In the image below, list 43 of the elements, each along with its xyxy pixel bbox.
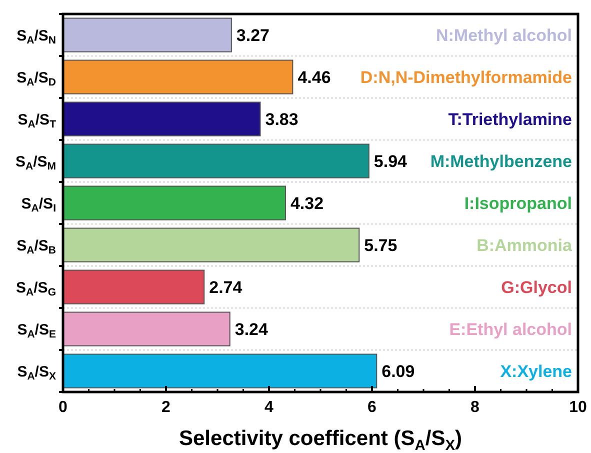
x-tick-label: 0 — [58, 399, 68, 416]
data-label: 6.09 — [382, 362, 415, 381]
data-label: 3.24 — [234, 320, 268, 339]
data-label: 2.74 — [209, 278, 243, 297]
annotation: T:Triethylamine — [448, 110, 572, 129]
bar — [62, 354, 378, 388]
y-tick-label: S$_{A}$/S$_{D}$ — [16, 69, 56, 89]
data-label: 5.75 — [364, 236, 398, 255]
annotation: B:Ammonia — [476, 236, 573, 255]
y-tick-label: S$_{A}$/S$_{M}$ — [15, 153, 56, 173]
annotation: N:Methyl alcohol — [436, 26, 572, 45]
x-axis-title: Selectivity coefficent (S$_{A}$/S$_{X}$) — [179, 427, 462, 453]
x-tick-label: 2 — [162, 399, 171, 416]
y-tick-label: S$_{A}$/S$_{G}$ — [16, 279, 56, 299]
y-tick-label: S$_{A}$/S$_{E}$ — [17, 321, 56, 341]
annotation: E:Ethyl alcohol — [449, 320, 572, 339]
bar — [62, 144, 370, 178]
annotation: M:Methylbenzene — [430, 152, 572, 171]
data-label: 4.32 — [290, 194, 324, 213]
x-tick-label: 4 — [264, 399, 274, 416]
bar — [62, 270, 205, 304]
y-tick-label: S$_{A}$/S$_{B}$ — [16, 237, 56, 257]
data-label: 5.94 — [374, 152, 408, 171]
annotation: D:N,N-Dimethylformamide — [360, 68, 572, 87]
y-tick-label: S$_{A}$/S$_{I}$ — [21, 195, 56, 215]
annotation: I:Isopropanol — [464, 194, 572, 213]
bar — [62, 18, 232, 52]
data-label: 3.27 — [236, 26, 270, 45]
data-label: 4.46 — [298, 68, 331, 87]
bar — [62, 102, 261, 136]
annotation: G:Glycol — [501, 278, 572, 297]
y-tick-label: S$_{A}$/S$_{T}$ — [18, 111, 57, 131]
x-tick-label: 8 — [470, 399, 480, 416]
annotation: X:Xylene — [500, 362, 572, 381]
bar — [62, 186, 286, 220]
bar — [62, 312, 230, 346]
bar — [62, 228, 360, 262]
y-tick-label: S$_{A}$/S$_{X}$ — [17, 363, 56, 383]
data-label: 3.83 — [265, 110, 298, 129]
y-tick-label: S$_{A}$/S$_{N}$ — [16, 27, 56, 47]
bar — [62, 60, 294, 94]
x-tick-label: 6 — [368, 399, 377, 416]
x-tick-label: 10 — [569, 399, 587, 416]
